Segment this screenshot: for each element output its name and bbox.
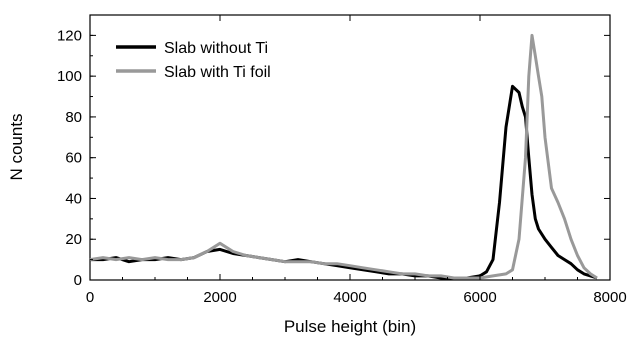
legend-label-slab-with-ti-foil: Slab with Ti foil bbox=[164, 64, 271, 81]
y-tick-label: 20 bbox=[65, 231, 82, 248]
y-tick-label: 100 bbox=[57, 68, 82, 85]
x-tick-label: 4000 bbox=[333, 289, 366, 306]
x-tick-label: 8000 bbox=[593, 289, 626, 306]
y-tick-label: 80 bbox=[65, 109, 82, 126]
x-tick-label: 0 bbox=[86, 289, 94, 306]
x-tick-label: 2000 bbox=[203, 289, 236, 306]
x-tick-label: 6000 bbox=[463, 289, 496, 306]
y-tick-label: 120 bbox=[57, 27, 82, 44]
series-layer bbox=[89, 33, 598, 280]
x-axis-label: Pulse height (bin) bbox=[284, 317, 416, 336]
y-axis-label: N counts bbox=[7, 113, 26, 180]
y-tick-label: 40 bbox=[65, 190, 82, 207]
legend: Slab without Ti Slab with Ti foil bbox=[116, 40, 271, 81]
y-tick-label: 0 bbox=[74, 272, 82, 289]
legend-label-slab-without-ti: Slab without Ti bbox=[164, 40, 268, 57]
y-tick-label: 60 bbox=[65, 150, 82, 167]
series-line-slab-with-ti-foil bbox=[89, 33, 598, 280]
series-line-slab-without-ti bbox=[90, 84, 598, 280]
axes-layer: 0 2000 4000 6000 8000 0 20 40 60 80 100 120 bbox=[57, 15, 627, 306]
